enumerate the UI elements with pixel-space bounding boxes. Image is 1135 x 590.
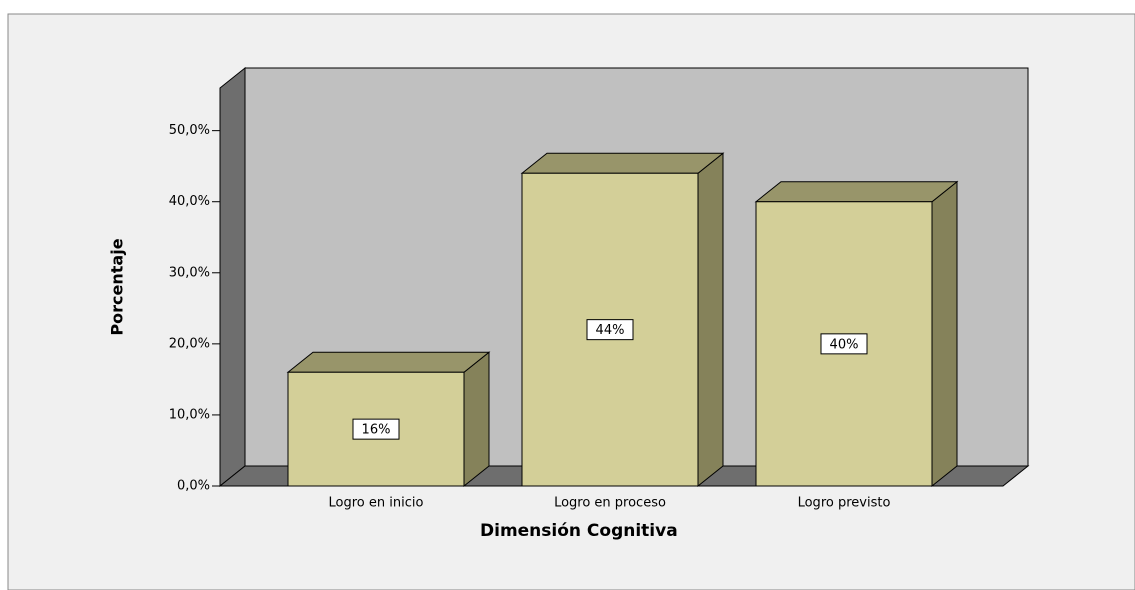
x-tick-label: Logro en proceso	[554, 496, 666, 511]
x-tick-label: Logro en inicio	[329, 496, 424, 511]
value-label-box	[352, 418, 400, 440]
value-label-box	[586, 319, 634, 341]
value-label: 16%	[362, 423, 391, 438]
value-label-box	[820, 333, 868, 355]
bar-face	[463, 351, 490, 488]
value-label: 40%	[830, 337, 859, 352]
bar-face	[931, 180, 958, 488]
bar-face	[754, 181, 959, 203]
x-tick-label: Logro previsto	[798, 496, 891, 511]
y-axis-title: Porcentaje	[108, 238, 127, 335]
y-tick-label: 0,0%	[177, 479, 210, 494]
bar-face	[520, 152, 725, 174]
y-tick-label: 40,0%	[169, 194, 210, 209]
bar-face	[697, 152, 724, 488]
y-tick-label: 10,0%	[169, 407, 210, 422]
y-tick-label: 30,0%	[169, 265, 210, 280]
y-tick-label: 20,0%	[169, 336, 210, 351]
bar	[754, 180, 959, 488]
x-axis-title: Dimensión Cognitiva	[480, 521, 678, 541]
left-wall	[219, 66, 246, 488]
value-label: 44%	[596, 323, 625, 338]
bar-face	[286, 351, 491, 373]
y-tick-label: 50,0%	[169, 123, 210, 138]
